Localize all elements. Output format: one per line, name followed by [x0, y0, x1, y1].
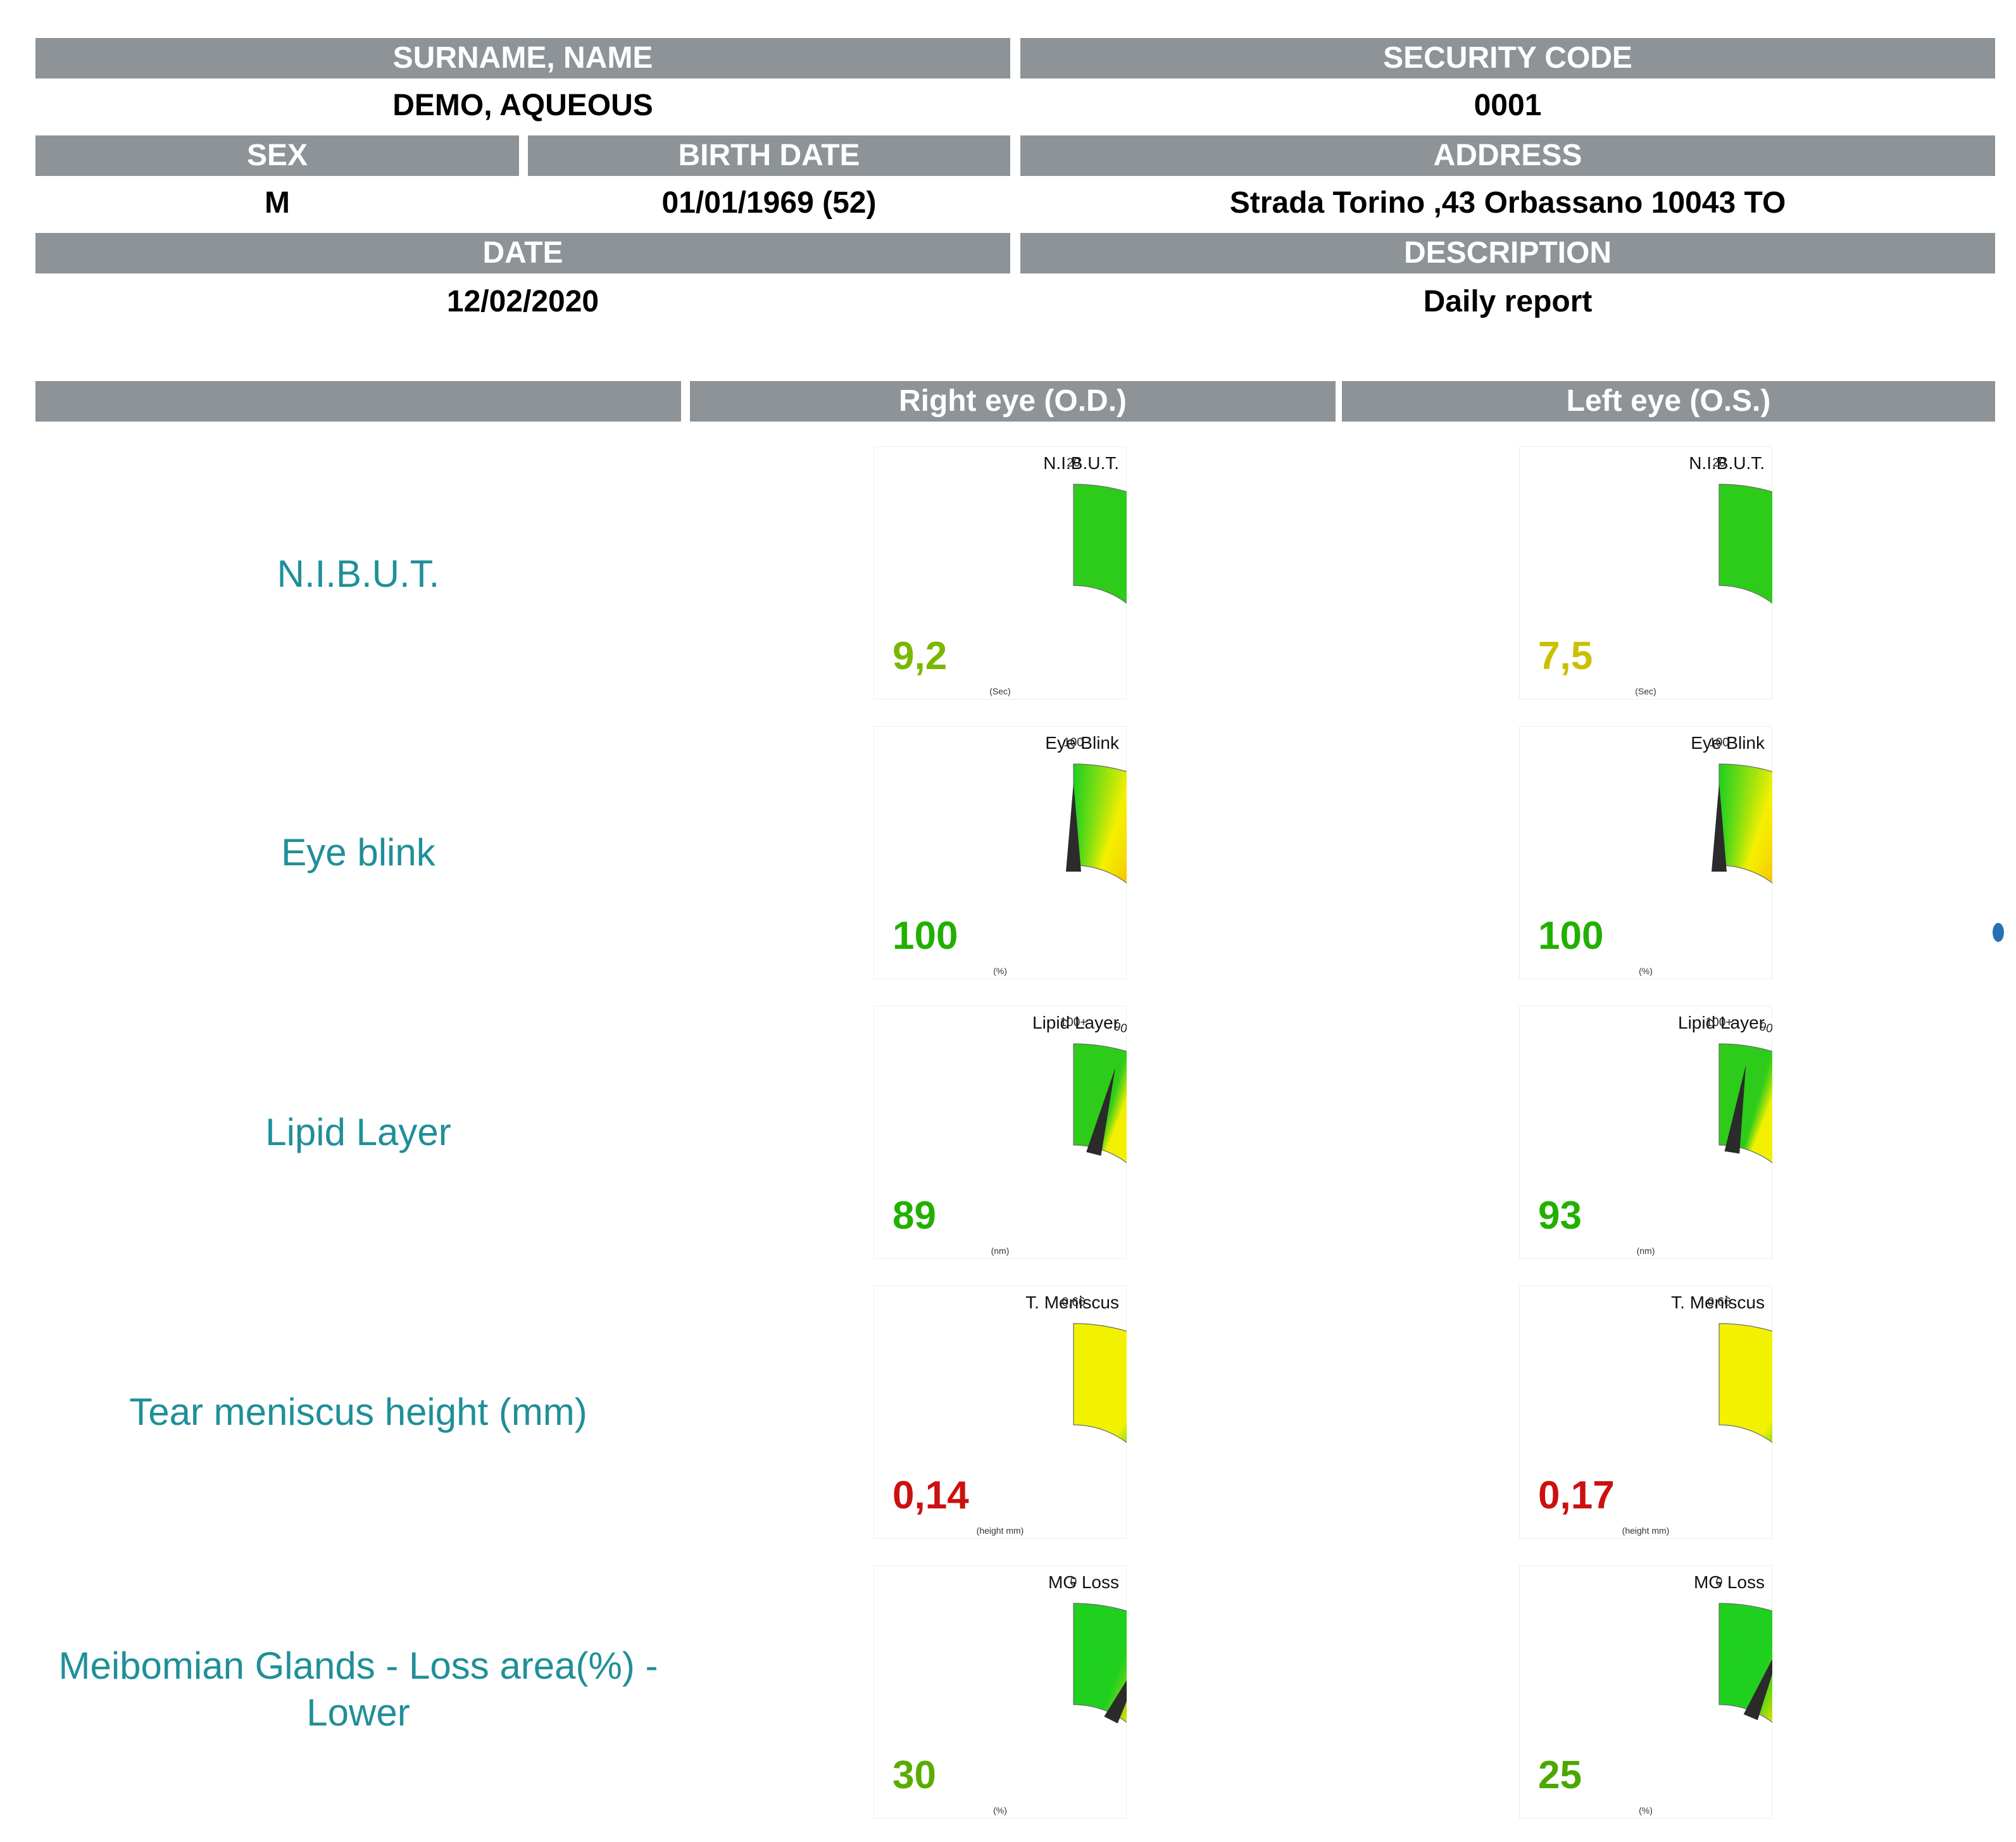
gauge-color-arc: [1719, 1324, 1772, 1443]
row-label-tear-meniscus: Tear meniscus height (mm): [129, 1391, 587, 1433]
gauge-color-arc: [1719, 484, 1772, 604]
gauge-tick-label: 20: [1067, 456, 1080, 470]
gauge-arc-outline: [1073, 484, 1127, 604]
gauge-tick-label: 100+: [1060, 1016, 1087, 1029]
surname-name-header: SURNAME, NAME: [35, 38, 1010, 78]
security-code-value: 0001: [1474, 89, 1542, 122]
gauge-title: T. Meniscus: [1671, 1293, 1765, 1312]
gauge-unit-label: (nm): [991, 1246, 1010, 1256]
gauge-unit-label: (height mm): [1622, 1526, 1670, 1536]
gauge-arc-outline: [1073, 1043, 1127, 1163]
gauge-needle: [1066, 783, 1081, 872]
birth-date-header: BIRTH DATE: [528, 135, 1010, 176]
gauge-title: MG Loss: [1048, 1572, 1119, 1592]
gauge-unit-label: (%): [1639, 1805, 1653, 1815]
security-code-header: SECURITY CODE: [1020, 38, 1995, 78]
gauge-nibut-right: N.I.B.U.T.20151050(Sec)9,2: [873, 446, 1127, 699]
gauge-arc-outline: [1719, 484, 1772, 604]
gauge-unit-label: (height mm): [977, 1526, 1024, 1536]
gauge-value: 89: [892, 1194, 936, 1237]
address-header: ADDRESS: [1020, 135, 1995, 176]
gauge-arc-outline: [1719, 763, 1772, 884]
left-eye-header: Left eye (O.S.): [1342, 381, 1995, 422]
row-label-nibut: N.I.B.U.T.: [277, 553, 440, 595]
gauge-color-arc: [1074, 1324, 1127, 1443]
gauge-unit-label: (%): [993, 966, 1007, 976]
gauge-unit-label: (Sec): [989, 686, 1010, 696]
gauge-value: 0,17: [1538, 1474, 1615, 1517]
gauge-arc-outline: [1719, 1323, 1772, 1443]
gauge-title: Lipid Layer: [1678, 1013, 1765, 1032]
gauge-tick-label: 100+: [1706, 1016, 1733, 1029]
gauge-arc-outline: [1073, 763, 1127, 884]
right-eye-header: Right eye (O.D.): [690, 381, 1336, 422]
gauge-value: 25: [1538, 1753, 1582, 1797]
scroll-marker-dot: [1993, 923, 2004, 942]
gauge-arc-outline: [1719, 1043, 1772, 1163]
gauge-color-arc: [1074, 484, 1127, 604]
gauge-tick-label: 0,66: [1708, 1296, 1731, 1309]
gauge-title: Eye Blink: [1691, 733, 1765, 753]
birth-date-value: 01/01/1969 (52): [661, 186, 877, 220]
gauge-tick-label: 0: [1716, 1576, 1723, 1589]
gauge-title: N.I.B.U.T.: [1043, 453, 1119, 473]
sex-header: SEX: [35, 135, 519, 176]
gauge-unit-label: (Sec): [1635, 686, 1656, 696]
surname-name-value: DEMO, AQUEOUS: [392, 89, 653, 122]
gauge-unit-label: (nm): [1637, 1246, 1655, 1256]
gauge-value: 9,2: [892, 634, 947, 678]
description-value: Daily report: [1423, 285, 1593, 318]
gauge-nibut-left: N.I.B.U.T.20151050(Sec)7,5: [1519, 446, 1772, 699]
gauge-tick-label: 100: [1709, 736, 1729, 749]
gauge-title: Eye Blink: [1045, 733, 1120, 753]
gauge-tick-label: 100: [1063, 736, 1084, 749]
gauge-mg-loss-right: MG Loss020406080100(%)30: [873, 1565, 1127, 1819]
gauge-unit-label: (%): [993, 1805, 1007, 1815]
gauge-tick-label: 20: [1712, 456, 1725, 470]
sex-value: M: [265, 186, 290, 220]
gauge-arc-outline: [1073, 1603, 1127, 1723]
gauge-value: 0,14: [892, 1474, 969, 1517]
gauge-tick-label: 90: [1758, 1020, 1772, 1036]
gauge-arc-outline: [1719, 1603, 1772, 1723]
gauge-needle: [1104, 1680, 1127, 1724]
gauge-mg-loss-left: MG Loss020406080100(%)25: [1519, 1565, 1772, 1819]
gauge-value: 100: [1538, 914, 1603, 958]
gauge-tick-label: 0,66: [1062, 1296, 1086, 1309]
row-label-meibomian-glands: Meibomian Glands - Loss area(%) - Lower: [58, 1645, 658, 1734]
gauge-value: 7,5: [1538, 634, 1593, 678]
gauge-tick-label: 90: [1113, 1020, 1127, 1036]
row-label-lipid-layer: Lipid Layer: [265, 1111, 451, 1153]
results-blank-header: [35, 381, 681, 422]
gauge-unit-label: (%): [1639, 966, 1653, 976]
gauge-value: 100: [892, 914, 958, 958]
address-value: Strada Torino ,43 Orbassano 10043 TO: [1229, 186, 1786, 220]
gauge-needle: [1724, 1065, 1746, 1154]
gauge-color-arc: [1074, 764, 1127, 884]
date-header: DATE: [35, 233, 1010, 273]
date-value: 12/02/2020: [446, 285, 599, 318]
gauge-value: 30: [892, 1753, 936, 1797]
description-header: DESCRIPTION: [1020, 233, 1995, 273]
gauge-needle: [1086, 1068, 1115, 1156]
gauge-color-arc: [1719, 764, 1772, 884]
gauge-eye-blink-left: Eye Blink100500(%)100: [1519, 726, 1772, 979]
gauge-title: Lipid Layer: [1032, 1013, 1119, 1032]
gauge-title: MG Loss: [1694, 1572, 1765, 1592]
gauge-needle: [1712, 783, 1727, 872]
gauge-title: N.I.B.U.T.: [1689, 453, 1765, 473]
gauge-arc-outline: [1073, 1323, 1127, 1443]
gauge-eye-blink-right: Eye Blink100500(%)100: [873, 726, 1127, 979]
gauge-tick-label: 0: [1070, 1576, 1077, 1589]
row-label-eye-blink: Eye blink: [281, 831, 435, 874]
gauge-value: 93: [1538, 1194, 1582, 1237]
gauge-needle: [1743, 1658, 1772, 1720]
gauge-title: T. Meniscus: [1025, 1293, 1119, 1312]
